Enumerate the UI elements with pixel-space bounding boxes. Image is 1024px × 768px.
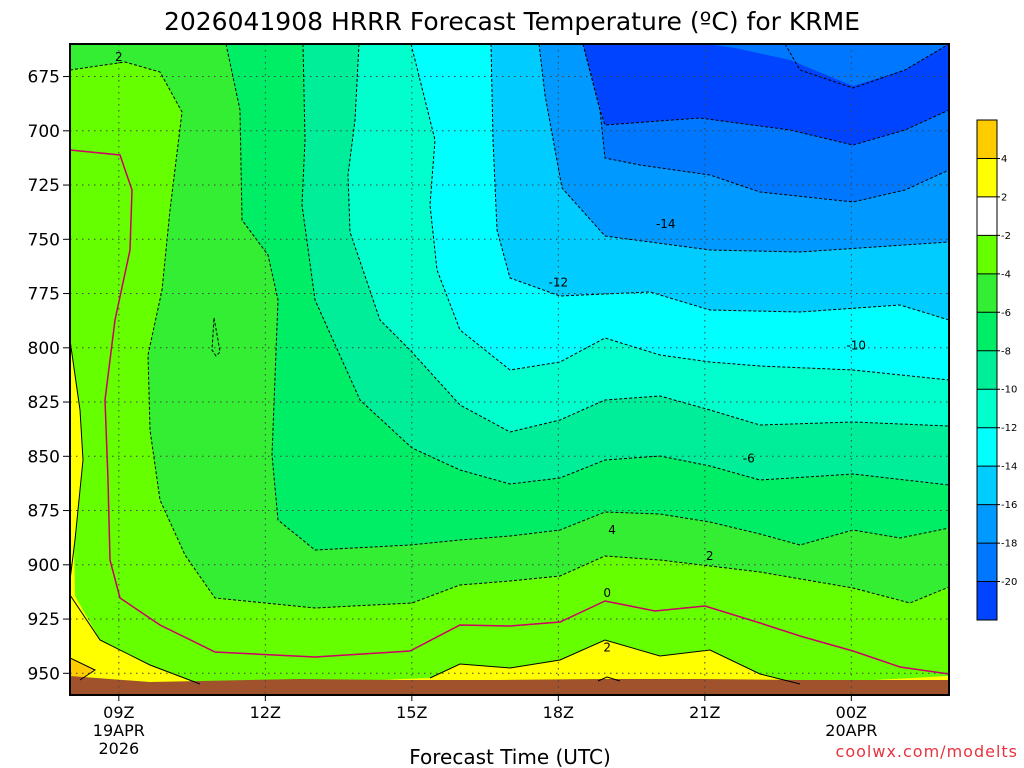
y-tick-label: 850	[28, 447, 60, 467]
colorbar-segment	[977, 466, 997, 505]
colorbar-tick-label: -2	[1001, 231, 1011, 242]
small-cold-pocket	[212, 318, 220, 356]
band-plus-2-left	[70, 340, 83, 580]
y-tick-label: 950	[28, 664, 60, 684]
isotherm-minus-10	[410, 44, 949, 381]
colorbar-tick-label: -18	[1001, 539, 1017, 550]
colorbar-segment	[977, 504, 997, 544]
isotherm-minus-2	[70, 61, 949, 609]
isotherm-plus-2-left	[70, 339, 84, 581]
x-tick-date: 20APR	[825, 721, 877, 740]
y-tick-label: 750	[28, 230, 60, 250]
grid	[70, 44, 949, 695]
isotherm-pocket	[211, 317, 221, 357]
y-tick-label: 775	[28, 285, 60, 305]
zero-isotherm	[70, 149, 949, 675]
isotherm-minus-8	[347, 44, 949, 433]
contour-labels: 2 -14 -12 -10 -6 4 2 0 2	[115, 50, 866, 654]
x-tick-label: 15Z	[396, 703, 427, 722]
colorbar-tick-label: 4	[1001, 154, 1007, 165]
isotherm-plus-4-dip	[597, 676, 621, 682]
y-tick-label: 900	[28, 556, 60, 576]
isotherm-minus-6	[301, 44, 949, 486]
colorbar-segment	[977, 581, 997, 620]
colorbar-tick-label: -8	[1001, 346, 1011, 357]
colorbar-segment	[977, 120, 997, 159]
x-tick-label: 21Z	[689, 703, 720, 722]
contour-label: -12	[549, 276, 569, 290]
colorbar-segment	[977, 389, 997, 428]
colorbar-tick-label: -6	[1001, 308, 1011, 319]
x-tick-label: 09Z	[103, 703, 134, 722]
x-tick-year: 2026	[98, 739, 139, 758]
colorbar-tick-label: -4	[1001, 269, 1011, 280]
isotherm-plus-2-right	[429, 639, 801, 685]
contour-label: 4	[608, 523, 616, 537]
band-minus-4	[70, 44, 949, 695]
terrain	[70, 676, 949, 695]
y-tick-label: 925	[28, 610, 60, 630]
isotherm-minus-4	[225, 44, 949, 551]
y-tick-label: 875	[28, 502, 60, 522]
y-tick-label: 675	[28, 68, 60, 88]
contour-label: -14	[656, 217, 676, 231]
y-tick-label: 800	[28, 339, 60, 359]
colorbar-tick-label: -12	[1001, 423, 1017, 434]
y-tick-label: 725	[28, 176, 60, 196]
isotherm-minus-16	[582, 44, 949, 146]
contour-label: 2	[115, 50, 123, 64]
x-axis-label: Forecast Time (UTC)	[409, 745, 611, 768]
isotherm-plus-4	[70, 657, 97, 681]
y-tick-label: 825	[28, 393, 60, 413]
band-minus-2	[70, 44, 949, 695]
colorbar-frame	[976, 119, 998, 621]
contour-label: -6	[743, 451, 755, 465]
colorbar-segment	[977, 196, 997, 236]
colorbar-tick-label: -20	[1001, 577, 1017, 588]
colorbar-tick-label: -16	[1001, 500, 1017, 511]
x-tick-date: 19APR	[93, 721, 145, 740]
contour-label: -10	[846, 339, 866, 353]
contour-label: 2	[706, 549, 714, 563]
colorbar: 4 2 -2 -4 -6 -8 -10 -12 -14 -16 -18 -20	[976, 119, 1017, 621]
x-tick-label: 18Z	[543, 703, 574, 722]
colorbar-segment	[977, 350, 997, 390]
x-tick-label: 00Z	[836, 703, 867, 722]
colorbar-segment	[977, 427, 997, 467]
colorbar-segment	[977, 158, 997, 197]
y-tick-label: 700	[28, 122, 60, 142]
plot-area	[70, 44, 949, 695]
x-tick-label: 12Z	[250, 703, 281, 722]
credit-link[interactable]: coolwx.com/modelts	[836, 742, 1018, 761]
isotherm-minus-18	[582, 44, 949, 203]
colorbar-tick-label: -14	[1001, 462, 1017, 473]
chart-title: 2026041908 HRRR Forecast Temperature (ºC…	[164, 7, 860, 36]
isotherm-minus-12	[490, 44, 949, 321]
contour-label: 0	[603, 586, 611, 600]
isotherm-zero-main	[70, 149, 949, 675]
contour-label: 2	[603, 640, 611, 654]
plot-frame	[69, 43, 950, 696]
colorbar-segment	[977, 273, 997, 313]
colorbar-segment	[977, 312, 997, 351]
isotherm-plus-2-bottom	[70, 594, 201, 685]
colorbar-tick-label: -10	[1001, 385, 1017, 396]
colorbar-tick-label: 2	[1001, 192, 1007, 203]
negative-isotherms	[70, 44, 949, 609]
colorbar-segment	[977, 235, 997, 274]
y-axis: 675 700 725 750 775 800 825 850 875 900 925 950	[28, 68, 70, 684]
isotherm-minus-20	[784, 44, 949, 89]
positive-isotherms	[70, 339, 801, 685]
colorbar-segment	[977, 543, 997, 582]
isotherm-minus-14	[538, 44, 949, 253]
